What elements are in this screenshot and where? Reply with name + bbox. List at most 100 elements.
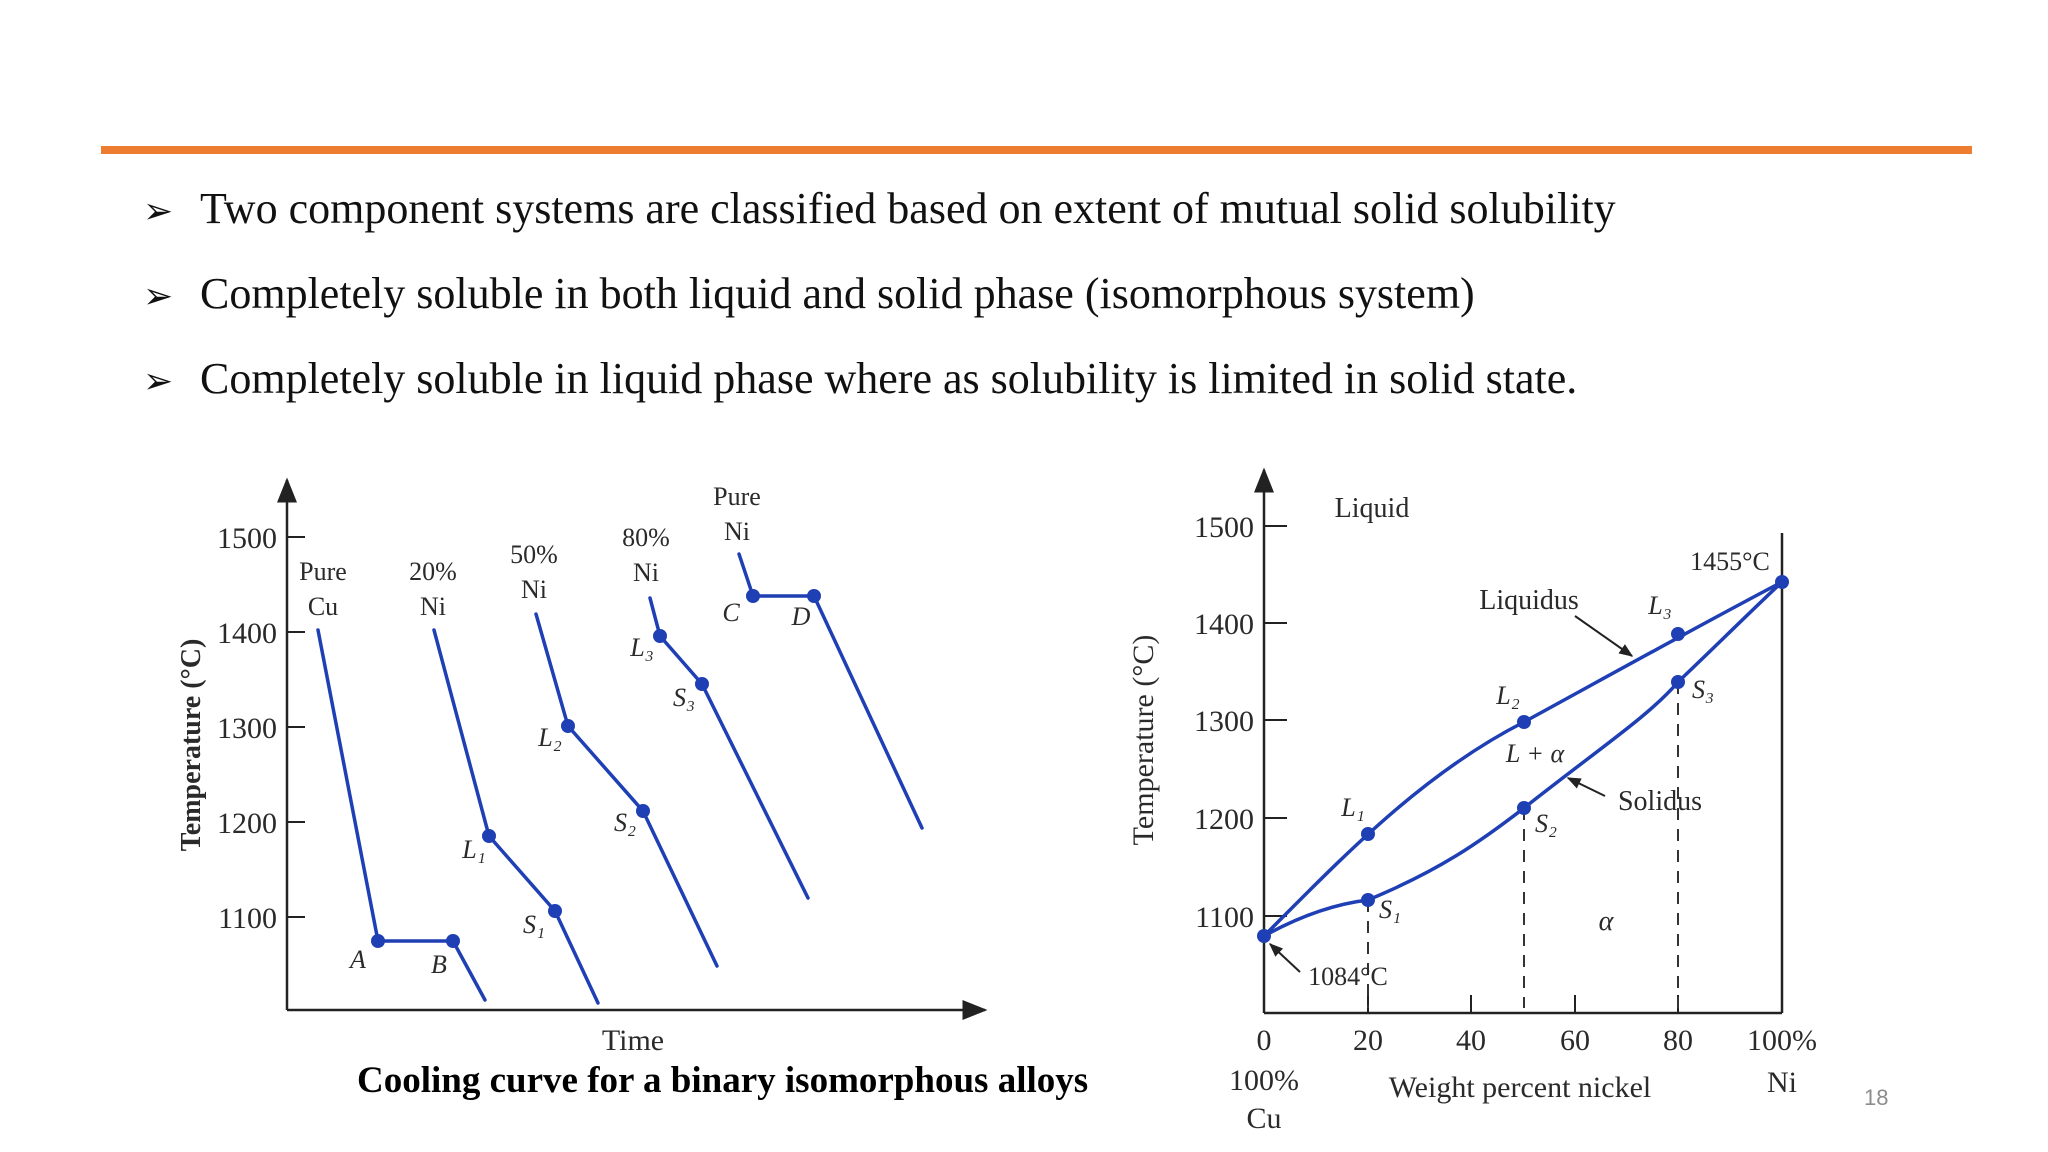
data-point-l1 bbox=[482, 829, 496, 843]
y-tick-label: 1100 bbox=[1195, 901, 1254, 934]
x-end-label: Ni bbox=[1767, 1066, 1797, 1099]
arrow-bullet-icon: ➢ bbox=[143, 361, 174, 402]
x-end-label: 100% bbox=[1229, 1064, 1299, 1097]
y-tick-marks bbox=[287, 536, 305, 918]
x-tick-label: 0 bbox=[1257, 1024, 1272, 1057]
cu-melting-point-label: 1084°C bbox=[1308, 962, 1388, 991]
data-point-l3 bbox=[653, 629, 667, 643]
curve-label: Pure bbox=[713, 482, 761, 511]
point-label: A bbox=[348, 945, 366, 974]
curve-80-ni bbox=[648, 596, 810, 900]
data-point-l2 bbox=[561, 719, 575, 733]
y-tick-label: 1400 bbox=[1194, 608, 1254, 641]
solidus-curve bbox=[1263, 580, 1784, 938]
y-tick-label: 1200 bbox=[217, 807, 277, 840]
point-label: L₃ bbox=[1647, 591, 1672, 620]
figure-caption: Cooling curve for a binary isomorphous a… bbox=[357, 1060, 1089, 1101]
point-label: C bbox=[722, 598, 740, 627]
curve-label: 50% bbox=[510, 540, 558, 569]
x-axis-label: Time bbox=[602, 1024, 664, 1057]
data-point-s1 bbox=[548, 904, 562, 918]
solidus-label: Solidus bbox=[1618, 786, 1702, 817]
bullet-item: ➢ Completely soluble in liquid phase whe… bbox=[143, 353, 1943, 438]
curve-50-ni bbox=[534, 612, 719, 968]
data-point-ni-melt bbox=[1775, 575, 1789, 589]
y-tick-label: 1300 bbox=[217, 712, 277, 745]
point-label: L₂ bbox=[537, 723, 562, 752]
bullet-list: ➢ Two component systems are classified b… bbox=[143, 183, 1943, 438]
arrow-bullet-icon: ➢ bbox=[143, 191, 174, 232]
bullet-item: ➢ Two component systems are classified b… bbox=[143, 183, 1943, 268]
curve-label: Ni bbox=[633, 558, 659, 587]
curve-label: Cu bbox=[308, 592, 338, 621]
y-axis-label: Temperature (°C) bbox=[176, 639, 207, 852]
x-tick-label: 20 bbox=[1353, 1024, 1383, 1057]
data-point-c bbox=[746, 589, 760, 603]
curve-label: 80% bbox=[622, 523, 670, 552]
curve-20-ni bbox=[432, 628, 600, 1005]
data-point-s3 bbox=[1671, 675, 1685, 689]
curve-label: Ni bbox=[724, 517, 750, 546]
data-point-s2 bbox=[636, 804, 650, 818]
y-tick-label: 1500 bbox=[217, 522, 277, 555]
curve-pure-ni bbox=[737, 552, 924, 830]
y-tick-label: 1500 bbox=[1194, 511, 1254, 544]
solidus-pointer-arrow bbox=[1566, 777, 1606, 797]
point-label: L₂ bbox=[1495, 681, 1520, 710]
x-tick-label: 40 bbox=[1456, 1024, 1486, 1057]
two-phase-region-label: L + α bbox=[1505, 739, 1566, 768]
point-label: S₂ bbox=[1535, 809, 1557, 838]
bullet-text: Completely soluble in both liquid and so… bbox=[200, 269, 1475, 318]
title-accent-bar bbox=[101, 146, 1972, 154]
curve-label: Ni bbox=[420, 592, 446, 621]
point-label: B bbox=[431, 950, 447, 979]
liquidus-pointer-arrow bbox=[1574, 615, 1634, 657]
curve-label: Pure bbox=[299, 557, 347, 586]
y-tick-marks bbox=[1264, 525, 1287, 917]
data-point-s2 bbox=[1517, 801, 1531, 815]
data-point-b bbox=[446, 934, 460, 948]
x-axis-label: Weight percent nickel bbox=[1389, 1071, 1651, 1104]
liquidus-label: Liquidus bbox=[1479, 585, 1579, 616]
x-end-label: Cu bbox=[1246, 1102, 1281, 1135]
tie-lines bbox=[1367, 682, 1679, 1008]
point-label: S₁ bbox=[1379, 895, 1401, 924]
point-label: S₃ bbox=[673, 683, 695, 712]
data-point-d bbox=[807, 589, 821, 603]
bullet-text: Two component systems are classified bas… bbox=[200, 184, 1616, 233]
ni-melting-point-label: 1455°C bbox=[1690, 547, 1770, 576]
data-point-a bbox=[371, 934, 385, 948]
cu-ni-phase-diagram: 1500 1400 1300 1200 1100 0 20 40 60 80 1… bbox=[1127, 467, 1817, 1135]
point-label: L₃ bbox=[629, 633, 654, 662]
x-tick-label: 80 bbox=[1663, 1024, 1693, 1057]
y-tick-label: 1200 bbox=[1194, 803, 1254, 836]
point-label: S₂ bbox=[614, 808, 636, 837]
data-point-l3 bbox=[1671, 627, 1685, 641]
data-point-cu-melt bbox=[1257, 929, 1271, 943]
data-point-l1 bbox=[1361, 827, 1375, 841]
y-tick-label: 1100 bbox=[218, 902, 277, 935]
curve-label: Ni bbox=[521, 575, 547, 604]
cooling-curve-chart: 1500 1400 1300 1200 1100 Temperature (°C… bbox=[176, 477, 988, 1057]
y-tick-label: 1300 bbox=[1194, 705, 1254, 738]
x-tick-label: 100% bbox=[1747, 1024, 1817, 1057]
point-label: D bbox=[791, 602, 811, 631]
bullet-item: ➢ Completely soluble in both liquid and … bbox=[143, 268, 1943, 353]
point-label: L₁ bbox=[461, 835, 486, 864]
liquid-region-label: Liquid bbox=[1335, 493, 1410, 524]
bullet-text: Completely soluble in liquid phase where… bbox=[200, 354, 1578, 403]
arrow-bullet-icon: ➢ bbox=[143, 276, 174, 317]
point-label: L₁ bbox=[1340, 793, 1365, 822]
slide-number: 18 bbox=[1864, 1085, 1889, 1110]
data-point-s1 bbox=[1361, 893, 1375, 907]
alpha-region-label: α bbox=[1599, 906, 1615, 937]
x-tick-label: 60 bbox=[1560, 1024, 1590, 1057]
y-tick-label: 1400 bbox=[217, 617, 277, 650]
curve-pure-cu bbox=[316, 628, 487, 1002]
cu-melt-pointer-arrow bbox=[1268, 943, 1301, 973]
point-label: S₃ bbox=[1692, 675, 1714, 704]
data-point-s3 bbox=[695, 677, 709, 691]
point-label: S₁ bbox=[523, 910, 545, 939]
curve-label: 20% bbox=[409, 557, 457, 586]
